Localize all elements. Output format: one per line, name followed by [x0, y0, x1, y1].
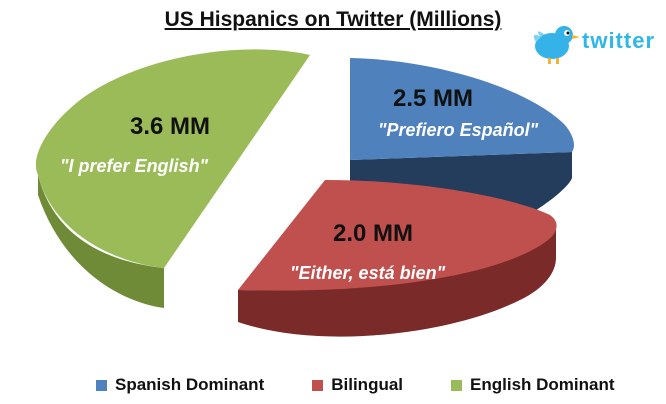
quote-english-dominant: "I prefer English" [60, 156, 209, 176]
chart-title: US Hispanics on Twitter (Millions) [164, 8, 502, 31]
slice-english-dominant [35, 49, 311, 268]
legend-item-english-dominant: English Dominant [451, 375, 615, 395]
slice-spanish-dominant [350, 58, 574, 160]
legend-label-spanish-dominant: Spanish Dominant [115, 375, 265, 394]
legend-swatch-english-dominant [451, 379, 463, 391]
legend-item-spanish-dominant: Spanish Dominant [96, 375, 264, 395]
legend-swatch-spanish-dominant [96, 379, 107, 391]
legend-item-bilingual: Bilingual [312, 375, 403, 395]
legend-label-bilingual: Bilingual [331, 375, 404, 394]
twitter-logo: twitter [528, 20, 660, 66]
twitter-wordmark: twitter [582, 28, 655, 53]
value-label-english-dominant: 3.6 MM [130, 113, 210, 140]
legend-label-english-dominant: English Dominant [470, 375, 615, 394]
quote-bilingual: "Either, está bien" [290, 263, 446, 283]
quote-spanish-dominant: "Prefiero Español" [378, 120, 539, 140]
value-label-spanish-dominant: 2.5 MM [393, 85, 473, 112]
legend: Spanish Dominant Bilingual English Domin… [96, 375, 663, 395]
pie-chart: 3.6 MM "I prefer English" 2.5 MM "Prefie… [35, 49, 574, 337]
slice-bilingual [238, 180, 557, 291]
value-label-bilingual: 2.0 MM [333, 220, 413, 247]
slice-side-english-dominant [38, 175, 164, 308]
twitter-bird-icon [533, 26, 580, 64]
legend-swatch-bilingual [312, 379, 324, 391]
